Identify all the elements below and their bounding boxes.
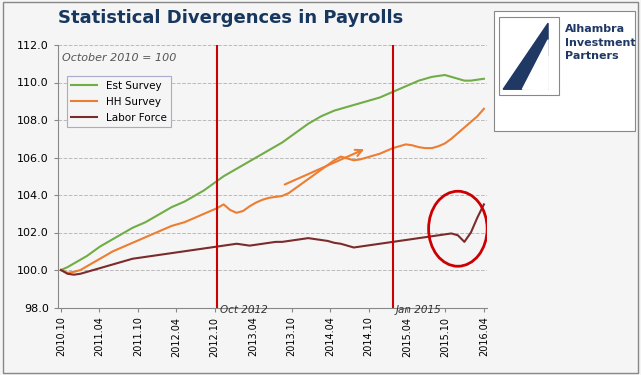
HH Survey — [395, 144, 403, 148]
Polygon shape — [522, 40, 548, 89]
HH Survey — [63, 271, 71, 275]
Est Survey — [162, 209, 169, 213]
Labor Force — [454, 233, 462, 238]
HH Survey — [480, 106, 488, 111]
HH Survey — [57, 268, 65, 272]
Labor Force — [194, 247, 201, 252]
Labor Force — [168, 251, 176, 255]
Labor Force — [70, 272, 78, 277]
Polygon shape — [532, 56, 548, 89]
Legend: Est Survey, HH Survey, Labor Force: Est Survey, HH Survey, Labor Force — [67, 76, 171, 127]
Est Survey — [454, 76, 462, 81]
HH Survey — [194, 214, 201, 219]
Text: Investment: Investment — [565, 38, 636, 48]
Text: Oct 2012: Oct 2012 — [221, 304, 268, 315]
Est Survey — [187, 196, 195, 200]
Labor Force — [480, 202, 488, 207]
Est Survey — [441, 73, 449, 77]
Line: Labor Force: Labor Force — [61, 204, 484, 274]
Line: Est Survey: Est Survey — [61, 75, 484, 270]
HH Survey — [168, 224, 176, 228]
HH Survey — [246, 204, 253, 209]
Line: HH Survey: HH Survey — [61, 109, 484, 273]
HH Survey — [454, 131, 462, 135]
Polygon shape — [503, 23, 548, 89]
Est Survey — [239, 163, 247, 167]
Labor Force — [96, 266, 104, 270]
HH Survey — [96, 256, 104, 261]
Labor Force — [57, 268, 65, 272]
FancyBboxPatch shape — [494, 11, 635, 131]
Est Survey — [389, 90, 397, 94]
Est Survey — [480, 76, 488, 81]
Est Survey — [57, 268, 65, 272]
Text: October 2010 = 100: October 2010 = 100 — [62, 53, 176, 63]
Est Survey — [90, 249, 97, 254]
Text: Statistical Divergences in Payrolls: Statistical Divergences in Payrolls — [58, 9, 403, 27]
Text: Alhambra: Alhambra — [565, 24, 626, 34]
Text: Partners: Partners — [565, 51, 619, 61]
Labor Force — [395, 239, 403, 243]
Text: Jan 2015: Jan 2015 — [396, 304, 442, 315]
Labor Force — [246, 243, 253, 248]
